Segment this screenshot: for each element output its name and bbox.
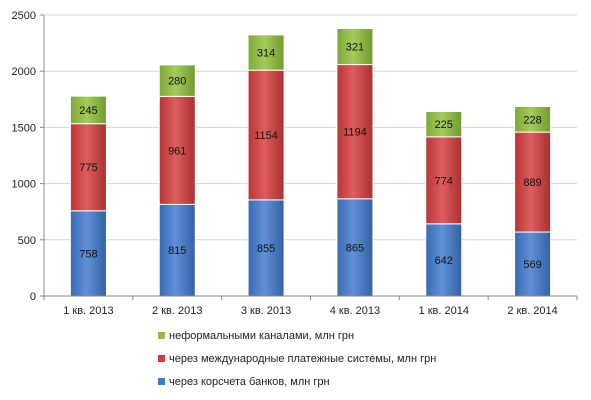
bar-segment [514,131,552,233]
data-label: 280 [168,76,186,88]
bar-segment [69,210,107,297]
y-tick-label: 500 [18,235,36,247]
bars: 758 775 245 815 961 280 855 1154 314 865 1194 321 64… [69,27,552,297]
data-label: 815 [168,245,186,257]
data-label: 758 [79,248,97,260]
bar-segment [158,64,196,97]
x-tick-label: 1 кв. 2014 [419,305,469,317]
gridlines [44,14,577,297]
data-label: 774 [435,175,453,187]
data-label: 889 [523,177,541,189]
data-label: 228 [523,114,541,126]
bar-segment [69,123,107,212]
bar-segment [425,223,463,297]
data-label: 321 [346,42,364,54]
y-tick-label: 2500 [12,10,36,22]
data-label: 225 [435,119,453,131]
legend-swatch [158,378,165,385]
x-tick-label: 2 кв. 2014 [507,305,557,317]
bar-segment [336,27,374,66]
bar-segment [425,111,463,138]
data-label: 245 [79,105,97,117]
x-tick-label: 4 кв. 2013 [330,305,380,317]
data-label: 1194 [343,127,367,139]
y-tick-label: 1500 [12,122,36,134]
data-label: 865 [346,242,364,254]
bar-segment [425,136,463,225]
x-axis: 1 кв. 2013 2 кв. 2013 3 кв. 2013 4 кв. 2013… [43,295,578,317]
bar-segment [247,199,285,297]
x-tick-label: 3 кв. 2013 [241,305,291,317]
bar-segment [158,95,196,205]
legend-label: неформальными каналами, млн грн [169,330,354,342]
legend: неформальными каналами, млн грн через меж… [158,330,436,388]
bar-segment [514,105,552,133]
data-label: 775 [79,162,97,174]
y-tick-label: 1000 [12,179,36,191]
data-label: 855 [257,243,275,255]
legend-swatch [158,332,165,339]
data-label: 961 [168,145,186,157]
data-label: 569 [523,259,541,271]
y-axis: 0 500 1000 1500 2000 2500 [12,10,45,303]
data-label: 314 [257,48,275,60]
bar-segment [514,231,552,297]
bar-segment [247,34,285,71]
data-label: 1154 [254,130,278,142]
bar-segment [247,69,285,201]
legend-swatch [158,355,165,362]
x-tick-label: 2 кв. 2013 [152,305,202,317]
legend-label: через международные платежные системы, м… [169,353,436,365]
bar-segment [69,95,107,125]
legend-label: через корсчета банков, млн грн [169,376,330,388]
y-tick-label: 2000 [12,66,36,78]
x-tick-label: 1 кв. 2013 [63,305,113,317]
y-tick-label: 0 [30,291,36,303]
data-label: 642 [435,255,453,267]
